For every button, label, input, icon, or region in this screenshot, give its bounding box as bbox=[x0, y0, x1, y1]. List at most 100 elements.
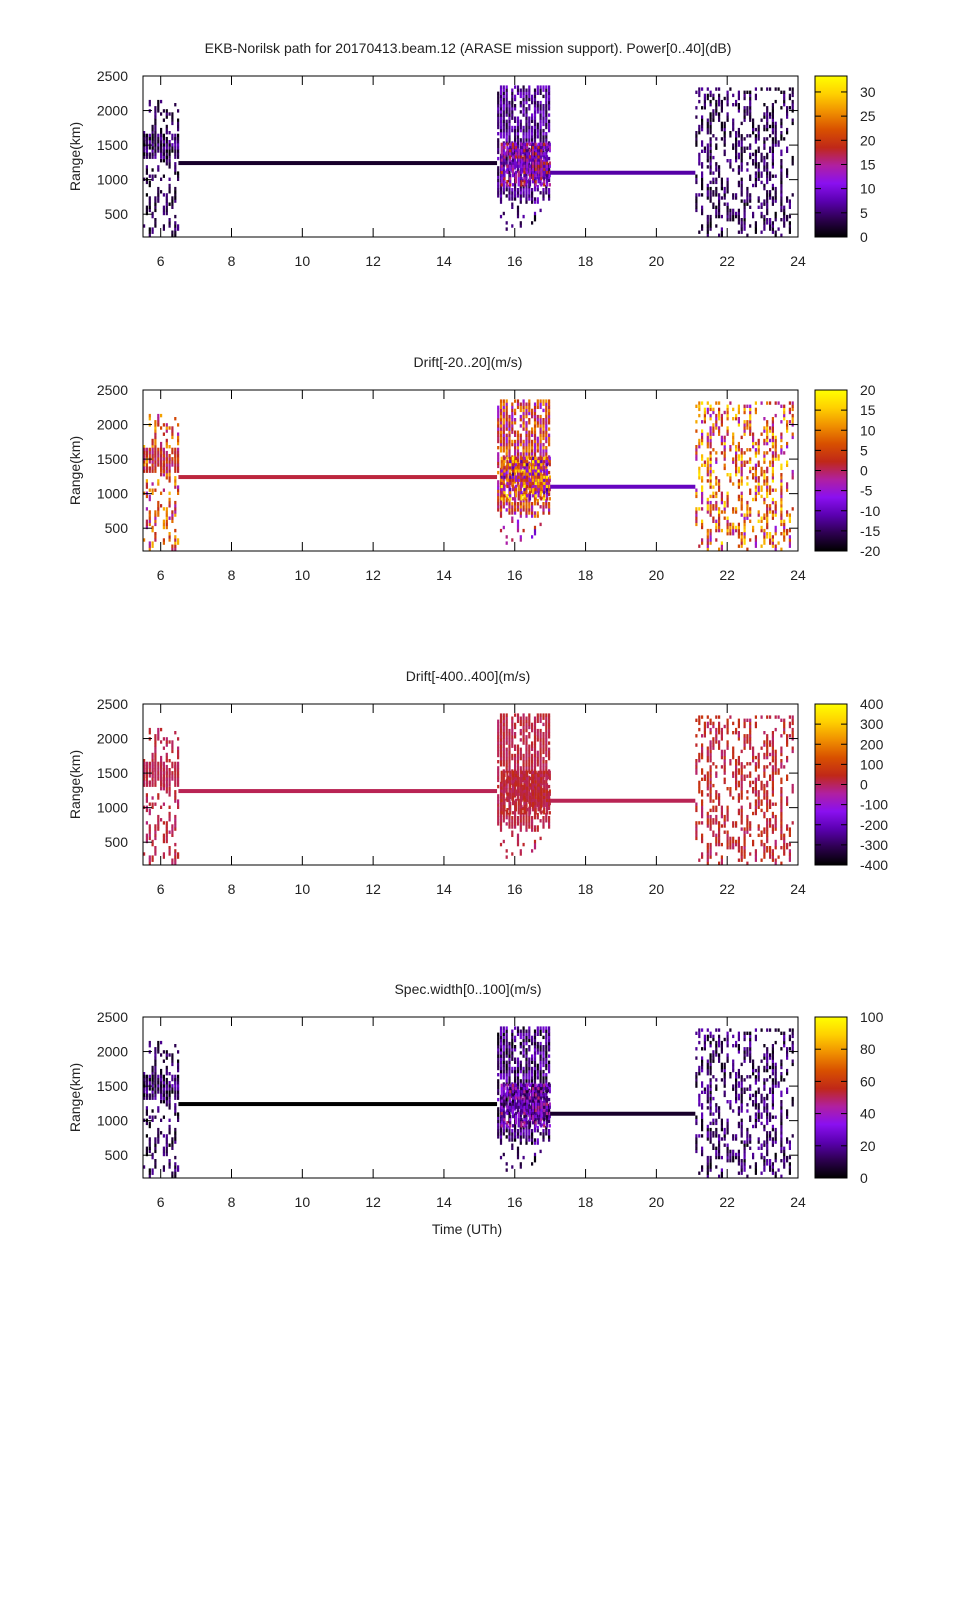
heatmap-cell bbox=[497, 803, 500, 807]
heatmap-cell bbox=[726, 115, 729, 119]
heatmap-cell bbox=[514, 462, 517, 467]
heatmap-cell bbox=[545, 497, 549, 501]
heatmap-cell bbox=[715, 731, 718, 735]
heatmap-cell bbox=[706, 538, 709, 542]
heatmap-cell bbox=[148, 497, 151, 502]
heatmap-cell bbox=[154, 759, 157, 763]
heatmap-cell bbox=[737, 457, 740, 461]
heatmap-cell bbox=[771, 103, 774, 107]
heatmap-cell bbox=[177, 140, 180, 144]
heatmap-cell bbox=[514, 783, 517, 787]
heatmap-cell bbox=[528, 411, 531, 416]
heatmap-cell bbox=[522, 528, 525, 533]
heatmap-cell bbox=[715, 476, 718, 480]
heatmap-cell bbox=[511, 97, 514, 102]
heatmap-cell bbox=[788, 544, 791, 548]
heatmap-cell bbox=[545, 766, 548, 770]
heatmap-cell bbox=[511, 732, 514, 736]
heatmap-cell bbox=[511, 128, 514, 133]
heatmap-cell bbox=[536, 738, 539, 742]
heatmap-cell bbox=[499, 418, 503, 422]
heatmap-cell bbox=[502, 427, 505, 431]
heatmap-cell bbox=[162, 208, 165, 213]
heatmap-cell bbox=[718, 488, 721, 492]
heatmap-cell bbox=[165, 768, 168, 772]
heatmap-cell bbox=[786, 460, 789, 464]
heatmap-cell bbox=[177, 438, 180, 443]
heatmap-cell bbox=[500, 808, 503, 812]
heatmap-cell bbox=[500, 497, 503, 501]
heatmap-cell bbox=[522, 418, 525, 422]
heatmap-cell bbox=[783, 404, 786, 408]
heatmap-cell bbox=[148, 811, 151, 816]
heatmap-cell bbox=[783, 407, 786, 412]
heatmap-cell bbox=[788, 407, 791, 412]
heatmap-cell bbox=[771, 426, 774, 430]
heatmap-cell bbox=[545, 808, 549, 812]
heatmap-cell bbox=[774, 131, 777, 135]
heatmap-cell bbox=[503, 804, 506, 809]
heatmap-cell bbox=[162, 463, 165, 467]
heatmap-cell bbox=[165, 112, 168, 116]
heatmap-cell bbox=[788, 230, 791, 234]
heatmap-cell bbox=[523, 173, 526, 178]
heatmap-cell bbox=[505, 508, 508, 512]
heatmap-cell bbox=[701, 124, 704, 129]
heatmap-cell bbox=[698, 759, 701, 763]
heatmap-cell bbox=[706, 124, 709, 129]
heatmap-cell bbox=[505, 411, 508, 416]
heatmap-cell bbox=[763, 140, 766, 144]
heatmap-cell bbox=[698, 441, 701, 446]
heatmap-cell bbox=[545, 188, 548, 192]
heatmap-cell bbox=[528, 719, 531, 723]
heatmap-cell bbox=[766, 127, 769, 132]
heatmap-cell bbox=[516, 442, 520, 447]
heatmap-cell bbox=[706, 855, 709, 859]
y-axis-label: Range(km) bbox=[67, 436, 83, 505]
heatmap-cell bbox=[511, 427, 514, 431]
heatmap-cell bbox=[537, 490, 540, 495]
heatmap-cell bbox=[698, 99, 701, 104]
heatmap-cell bbox=[763, 162, 766, 166]
heatmap-cell bbox=[729, 162, 732, 166]
heatmap-cell bbox=[514, 433, 517, 437]
heatmap-cell bbox=[177, 749, 180, 754]
heatmap-cell bbox=[160, 177, 163, 181]
heatmap-cell bbox=[757, 171, 760, 175]
heatmap-cell bbox=[715, 168, 718, 172]
heatmap-cell bbox=[537, 158, 540, 162]
heatmap-cell bbox=[528, 191, 531, 195]
heatmap-cell bbox=[709, 765, 712, 769]
heatmap-cell bbox=[786, 510, 789, 514]
heatmap-cell bbox=[177, 764, 180, 769]
heatmap-cell bbox=[540, 158, 543, 162]
heatmap-cell bbox=[703, 777, 706, 781]
heatmap-cell bbox=[514, 753, 517, 758]
heatmap-cell bbox=[786, 420, 789, 424]
heatmap-cell bbox=[509, 770, 512, 775]
heatmap-cell bbox=[701, 833, 704, 837]
heatmap-cell bbox=[522, 135, 525, 139]
heatmap-cell bbox=[157, 186, 160, 191]
heatmap-cell bbox=[780, 504, 783, 508]
heatmap-cell bbox=[732, 435, 735, 440]
heatmap-cell bbox=[771, 500, 774, 505]
heatmap-cell bbox=[749, 448, 752, 452]
heatmap-cell bbox=[502, 741, 505, 745]
heatmap-cell bbox=[754, 541, 757, 545]
heatmap-cell bbox=[162, 136, 165, 141]
heatmap-cell bbox=[525, 508, 528, 512]
heatmap-cell bbox=[531, 158, 534, 162]
heatmap-cell bbox=[154, 777, 157, 781]
heatmap-cell bbox=[497, 150, 500, 155]
heatmap-cell bbox=[740, 538, 743, 542]
heatmap-cell bbox=[499, 753, 503, 758]
heatmap-cell bbox=[735, 131, 738, 135]
heatmap-cell bbox=[746, 168, 749, 172]
heatmap-cell bbox=[540, 475, 543, 479]
heatmap-cell bbox=[508, 498, 511, 503]
heatmap-cell bbox=[526, 148, 529, 153]
heatmap-cell bbox=[506, 145, 509, 150]
heatmap-cell bbox=[514, 744, 517, 748]
heatmap-cell bbox=[531, 128, 534, 133]
